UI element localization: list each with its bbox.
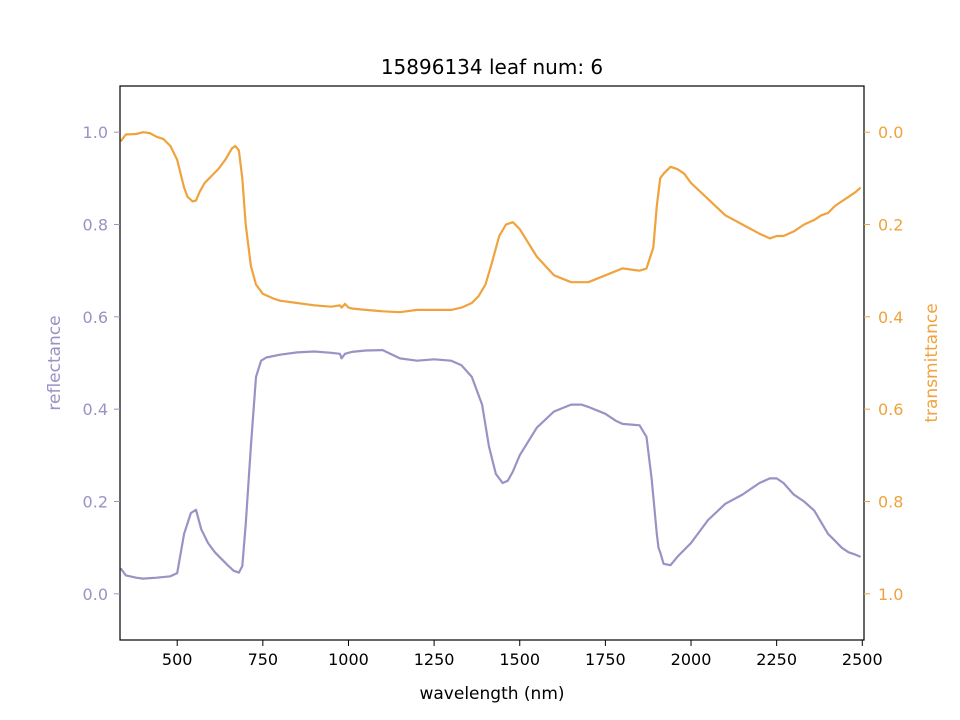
x-tick-label: 2500 xyxy=(842,650,883,669)
plot-area xyxy=(119,131,862,580)
transmittance-axis: 0.0 0.2 0.4 0.6 0.8 1.0 xyxy=(864,123,903,604)
reflectance-axis: 0.0 0.2 0.4 0.6 0.8 1.0 xyxy=(83,123,120,604)
y-axis-label-reflectance: reflectance xyxy=(45,315,65,410)
x-axis: 500 750 1000 1250 1500 1750 2000 2250 2500 xyxy=(162,640,883,669)
plot-frame xyxy=(119,85,865,641)
y-tick-label-right: 1.0 xyxy=(878,585,903,604)
y-tick-label-left: 0.0 xyxy=(83,585,108,604)
y-tick-label-right: 0.6 xyxy=(878,400,903,419)
x-tick-label: 500 xyxy=(162,650,193,669)
y-tick-label-left: 0.6 xyxy=(83,308,108,327)
series-line-transmittance xyxy=(119,131,862,314)
x-tick-label: 1500 xyxy=(499,650,540,669)
chart-title: 15896134 leaf num: 6 xyxy=(381,55,603,79)
y-tick-label-right: 0.4 xyxy=(878,308,903,327)
x-tick-label: 1000 xyxy=(328,650,369,669)
x-tick-label: 2000 xyxy=(671,650,712,669)
x-tick-label: 1750 xyxy=(585,650,626,669)
x-axis-label: wavelength (nm) xyxy=(419,684,564,704)
y-tick-label-right: 0.2 xyxy=(878,216,903,235)
x-tick-label: 1250 xyxy=(414,650,455,669)
x-tick-label: 750 xyxy=(248,650,279,669)
y-tick-label-left: 1.0 xyxy=(83,123,108,142)
y-tick-label-right: 0.0 xyxy=(878,123,903,142)
y-tick-label-left: 0.4 xyxy=(83,400,108,419)
y-axis-label-transmittance: transmittance xyxy=(922,303,942,422)
y-tick-label-right: 0.8 xyxy=(878,493,903,512)
series-line-reflectance xyxy=(119,349,862,580)
y-tick-label-left: 0.2 xyxy=(83,493,108,512)
y-tick-label-left: 0.8 xyxy=(83,216,108,235)
x-tick-label: 2250 xyxy=(756,650,797,669)
